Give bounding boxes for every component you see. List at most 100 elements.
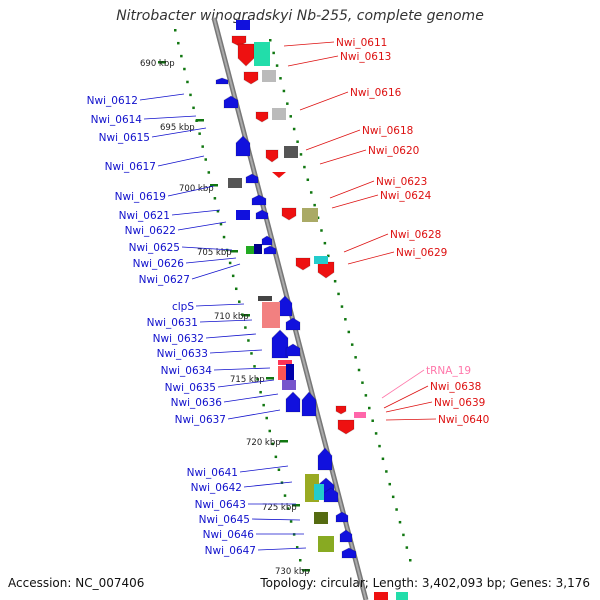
accession-text: Accession: NC_007406	[8, 576, 145, 590]
left-label-leader	[217, 379, 275, 388]
major-tick	[230, 250, 238, 253]
major-tick	[292, 504, 300, 507]
right-label-leader	[283, 41, 335, 47]
reverse-gene-arrow	[285, 317, 301, 331]
reverse-gene-arrow	[271, 329, 289, 359]
left-gene-label: Nwi_0615	[99, 132, 150, 144]
right-label-leader	[385, 418, 437, 421]
left-label-leader	[171, 209, 221, 216]
reverse-gene-arrow	[285, 343, 301, 357]
right-label-leader	[343, 233, 389, 253]
inner-scale-dot	[231, 274, 235, 278]
reverse-gene-arrow	[261, 235, 273, 246]
outer-scale-dot	[344, 318, 347, 321]
inner-scale-dot	[204, 158, 207, 161]
gene-box	[282, 380, 296, 390]
right-label-leader	[319, 149, 367, 165]
left-gene-label: Nwi_0646	[203, 529, 255, 541]
left-label-leader	[227, 409, 281, 420]
outer-scale-dot	[323, 241, 327, 245]
left-gene-label: Nwi_0647	[205, 545, 256, 557]
outer-scale-dot	[316, 216, 320, 220]
inner-scale-dot	[247, 339, 250, 342]
major-tick	[158, 61, 166, 64]
forward-gene-arrow	[317, 261, 335, 279]
gene-box	[254, 244, 262, 254]
left-gene-label: Nwi_0631	[147, 317, 198, 329]
gene-box	[262, 70, 276, 82]
gene-box	[396, 592, 408, 600]
gene-features	[215, 20, 408, 600]
gene-box	[246, 246, 256, 254]
right-gene-label: Nwi_0624	[380, 190, 432, 202]
outer-scale-dot	[309, 191, 313, 194]
reverse-gene-arrow	[301, 391, 317, 417]
inner-scale-dot	[219, 222, 223, 226]
right-gene-label: Nwi_0618	[362, 125, 413, 137]
inner-scale-dot	[238, 300, 241, 303]
reverse-gene-arrow	[255, 209, 269, 220]
left-gene-label: Nwi_0627	[139, 274, 190, 286]
inner-scale-dot	[283, 494, 287, 497]
gene-box	[236, 210, 250, 220]
gene-box	[236, 20, 250, 30]
outer-scale-dot	[371, 419, 374, 422]
forward-gene-arrow	[295, 257, 311, 271]
left-gene-label: Nwi_0642	[191, 482, 242, 494]
inner-scale-dot	[244, 326, 247, 329]
outer-scale-dot	[340, 305, 344, 308]
outer-scale-dot	[296, 140, 299, 143]
outer-scale-dot	[388, 482, 392, 486]
gene-box	[272, 108, 286, 120]
outer-scale-dot	[313, 203, 316, 207]
major-tick	[266, 377, 274, 380]
reverse-gene-arrow	[339, 529, 353, 543]
gene-box	[286, 364, 294, 380]
scale-label: 705 kbp	[197, 248, 232, 258]
outer-scale-dot	[361, 381, 364, 384]
right-label-leader	[383, 385, 429, 409]
inner-scale-dot	[186, 80, 189, 84]
outer-scale-dot	[368, 406, 371, 410]
gene-box	[314, 484, 324, 500]
inner-scale-dot	[259, 390, 262, 394]
left-gene-label: clpS	[172, 301, 194, 313]
outer-scale-dot	[409, 559, 412, 562]
forward-gene-arrow	[335, 405, 347, 415]
gene-box	[262, 302, 280, 328]
gene-box	[258, 296, 272, 301]
reverse-gene-arrow	[317, 447, 333, 471]
right-gene-label: Nwi_0613	[340, 51, 391, 63]
inner-scale-dot	[299, 559, 302, 562]
inner-scale-dot	[274, 455, 278, 459]
left-gene-label: Nwi_0635	[165, 382, 216, 394]
outer-scale-dot	[289, 115, 292, 118]
left-gene-label: Nwi_0619	[115, 191, 166, 203]
left-label-leader	[239, 465, 289, 473]
outer-scale-dot	[269, 39, 272, 42]
right-gene-label: Nwi_0640	[438, 414, 489, 426]
inner-scale-dot	[289, 520, 293, 523]
gene-box	[254, 42, 270, 66]
outer-scale-dot	[320, 229, 323, 232]
left-gene-label: Nwi_0636	[171, 397, 223, 409]
right-gene-label: Nwi_0629	[396, 247, 447, 259]
reverse-gene-arrow	[251, 194, 267, 206]
left-label-leader	[191, 263, 241, 280]
outer-scale-dot	[282, 89, 286, 93]
gene-box	[302, 208, 318, 222]
outer-scale-dot	[303, 165, 306, 169]
inner-scale-dot	[207, 171, 211, 174]
reverse-gene-arrow	[245, 173, 259, 184]
left-gene-label: Nwi_0617	[105, 161, 156, 173]
scale-label: 695 kbp	[160, 123, 195, 133]
forward-gene-arrow	[337, 419, 355, 435]
right-label-leader	[331, 194, 379, 209]
inner-scale-dot	[277, 468, 281, 472]
inner-scale-dot	[286, 507, 290, 510]
scale-label: 710 kbp	[214, 312, 249, 322]
inner-scale-dot	[183, 67, 186, 71]
left-gene-label: Nwi_0621	[119, 210, 170, 222]
inner-scale-dot	[271, 442, 275, 446]
inner-scale-dot	[250, 352, 253, 355]
